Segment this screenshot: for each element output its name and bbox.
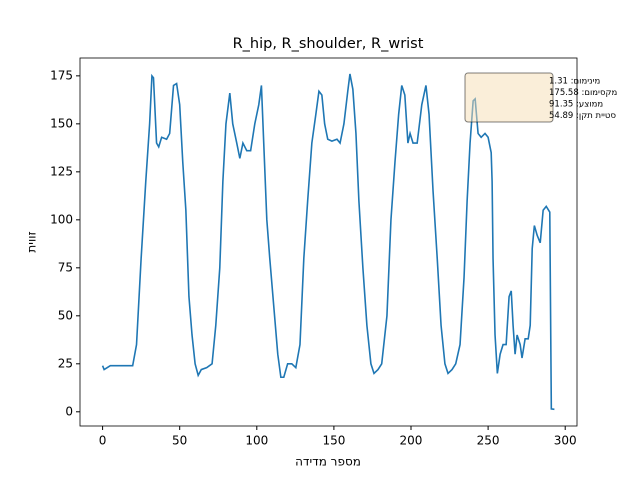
y-tick-label: 50 xyxy=(58,308,73,322)
y-axis-label: זווית xyxy=(25,231,39,252)
x-tick-label: 200 xyxy=(400,434,423,448)
y-tick-label: 125 xyxy=(50,164,73,178)
y-tick-label: 100 xyxy=(50,212,73,226)
y-tick-label: 25 xyxy=(58,356,73,370)
x-tick-label: 50 xyxy=(172,434,187,448)
x-axis-label: מספר מדידה xyxy=(295,455,361,469)
stats-background xyxy=(464,72,554,123)
x-tick-label: 100 xyxy=(245,434,268,448)
axes-frame xyxy=(79,57,578,427)
stats-line: ממוצע: 91.35 xyxy=(549,100,603,110)
x-tick-label: 300 xyxy=(554,434,577,448)
x-tick-label: 150 xyxy=(322,434,345,448)
y-tick-label: 0 xyxy=(65,404,73,418)
stats-line: מינימום: 1.31 xyxy=(549,77,600,87)
y-tick-label: 75 xyxy=(58,260,73,274)
stats-line: סטיית תקן: 54.89 xyxy=(549,111,616,121)
x-tick-label: 0 xyxy=(99,434,107,448)
x-tick-label: 250 xyxy=(477,434,500,448)
stats-line: מקסימום: 175.58 xyxy=(549,88,617,98)
data-line xyxy=(101,73,555,411)
chart-title: R_hip, R_shoulder, R_wrist xyxy=(233,36,424,52)
y-tick-label: 175 xyxy=(50,68,73,82)
y-tick-label: 150 xyxy=(50,116,73,130)
